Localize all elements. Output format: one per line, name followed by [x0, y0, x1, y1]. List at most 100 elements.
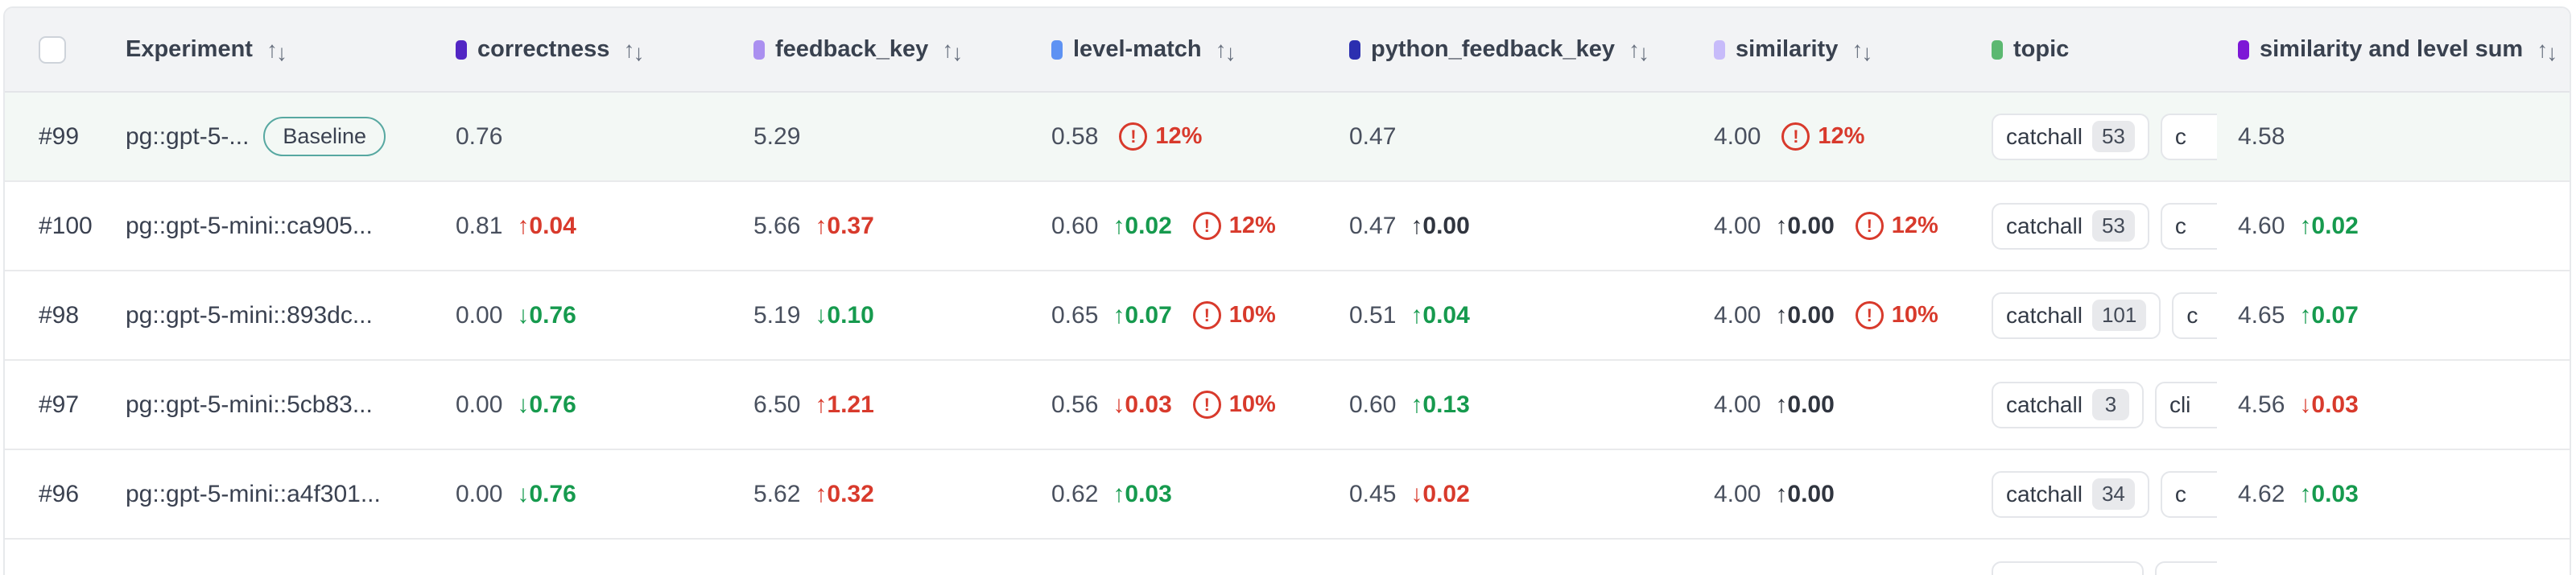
metric-python-feedback-key: 0.45 ↓0.02	[1349, 480, 1470, 507]
topic-chip: catchall 101	[1992, 292, 2161, 339]
topic-chip: c	[2172, 292, 2217, 339]
delta-value: ↑0.07	[2299, 301, 2359, 329]
topic-chip: catchall 53	[1992, 202, 2149, 250]
column-header-python-feedback-key[interactable]: python_feedback_key ↑ ↓	[1349, 36, 1714, 65]
metric-python-feedback-key: 0.60 ↑0.13	[1349, 391, 1470, 418]
metric-similarity-and-level-sum: 4.58	[2238, 122, 2285, 150]
delta-value: ↑0.00	[1775, 301, 1835, 329]
topic-chip: catchall 3	[1992, 381, 2144, 428]
warning-badge: ! 10%	[1192, 391, 1276, 419]
metric-similarity: 4.00 ! 12%	[1714, 122, 1865, 151]
baseline-badge: Baseline	[263, 117, 386, 156]
sort-icon[interactable]: ↑ ↓	[1215, 36, 1236, 65]
experiments-table: Experiment ↑ ↓ correctness ↑ ↓ feedback_ke…	[3, 6, 2571, 575]
sort-icon[interactable]: ↑ ↓	[623, 36, 645, 65]
warning-icon: !	[1781, 122, 1810, 151]
metric-python-feedback-key: 0.47	[1349, 122, 1397, 150]
metric-similarity: 4.00 ↑0.00	[1714, 480, 1835, 507]
topic-count-badge: 3	[2091, 389, 2129, 420]
column-label: topic	[2013, 36, 2070, 62]
delta-value: ↑1.21	[815, 391, 874, 418]
metric-level-match: 0.56 ↓0.03 ! 10%	[1051, 391, 1276, 419]
experiment-name[interactable]: pg::gpt-5-mini::a4f301...	[126, 480, 381, 507]
metric-python-feedback-key: 0.47 ↑0.00	[1349, 212, 1470, 239]
delta-value: ↑0.00	[1775, 480, 1835, 507]
metric-feedback-key: 5.66 ↑0.37	[753, 212, 874, 239]
metric-correctness: 0.81 ↑0.04	[456, 212, 576, 239]
delta-value: ↑0.02	[2299, 212, 2359, 239]
warning-badge: ! 12%	[1119, 122, 1202, 151]
topic-chip: catchall 53	[1992, 113, 2149, 160]
metric-similarity-and-level-sum: 4.60 ↑0.02	[2238, 212, 2359, 239]
similarity-dot-icon	[1714, 39, 1725, 60]
column-label: level-match	[1073, 36, 1202, 62]
column-header-level-match[interactable]: level-match ↑ ↓	[1051, 36, 1349, 65]
column-header-experiment[interactable]: Experiment ↑ ↓	[126, 36, 456, 63]
table-row[interactable]: catchall c	[5, 540, 2570, 575]
metric-feedback-key: 5.62 ↑0.32	[753, 480, 874, 507]
delta-value: ↑0.03	[1113, 480, 1172, 507]
table-row[interactable]: #96 pg::gpt-5-mini::a4f301... 0.00 ↓0.76…	[5, 450, 2570, 540]
warning-badge: ! 12%	[1192, 212, 1276, 240]
metric-correctness: 0.76	[456, 122, 503, 150]
table-row[interactable]: #97 pg::gpt-5-mini::5cb83... 0.00 ↓0.76 …	[5, 361, 2570, 450]
topic-chips: catchall 3 cli	[1992, 381, 2217, 428]
topic-chip: catchall 34	[1992, 470, 2149, 518]
warning-icon: !	[1192, 301, 1221, 329]
delta-value: ↑0.03	[2299, 480, 2359, 507]
metric-correctness: 0.00 ↓0.76	[456, 391, 576, 418]
delta-value: ↓0.02	[1410, 480, 1470, 507]
sort-icon[interactable]: ↑ ↓	[266, 36, 287, 64]
table-row[interactable]: #100 pg::gpt-5-mini::ca905... 0.81 ↑0.04…	[5, 182, 2570, 271]
column-label: similarity and level sum	[2260, 36, 2524, 62]
column-header-similarity[interactable]: similarity ↑ ↓	[1714, 36, 1992, 65]
column-header-similarity-and-level-sum[interactable]: similarity and level sum ↑ ↓	[2217, 36, 2570, 65]
topic-dot-icon	[1992, 39, 2003, 60]
delta-value: ↑0.04	[517, 212, 576, 239]
experiment-name[interactable]: pg::gpt-5-mini::5cb83...	[126, 391, 373, 418]
metric-similarity: 4.00 ↑0.00 ! 12%	[1714, 212, 1938, 240]
delta-value: ↓0.76	[517, 391, 576, 418]
delta-value: ↓0.10	[815, 301, 874, 329]
column-header-correctness[interactable]: correctness ↑ ↓	[456, 36, 753, 65]
warning-icon: !	[1855, 212, 1884, 240]
experiment-name[interactable]: pg::gpt-5-mini::ca905...	[126, 212, 373, 239]
column-label: python_feedback_key	[1371, 36, 1616, 62]
row-number: #100	[39, 212, 93, 239]
table-row[interactable]: #98 pg::gpt-5-mini::893dc... 0.00 ↓0.76 …	[5, 271, 2570, 361]
column-label: similarity	[1736, 36, 1839, 62]
correctness-dot-icon	[456, 39, 467, 60]
topic-chips: catchall 53 c	[1992, 113, 2217, 160]
sort-icon[interactable]: ↑ ↓	[1629, 36, 1650, 65]
select-all-checkbox[interactable]	[39, 35, 66, 64]
topic-chip: c	[2154, 561, 2217, 575]
warning-badge: ! 10%	[1855, 301, 1938, 329]
row-number: #97	[39, 391, 80, 418]
metric-correctness: 0.00 ↓0.76	[456, 301, 576, 329]
topic-count-badge: 34	[2091, 478, 2135, 510]
metric-similarity-and-level-sum: 4.56 ↓0.03	[2238, 391, 2359, 418]
topic-chip: catchall	[1992, 561, 2144, 575]
metric-feedback-key: 6.50 ↑1.21	[753, 391, 874, 418]
similarity-and-level-sum-dot-icon	[2238, 39, 2249, 60]
delta-value: ↑0.00	[1775, 212, 1835, 239]
sort-icon[interactable]: ↑ ↓	[942, 36, 964, 65]
sort-icon[interactable]: ↑ ↓	[1852, 36, 1873, 65]
experiment-name[interactable]: pg::gpt-5-mini::893dc...	[126, 301, 373, 329]
sort-icon[interactable]: ↑ ↓	[2537, 36, 2558, 65]
row-number: #99	[39, 122, 80, 150]
column-label: feedback_key	[775, 36, 929, 62]
metric-level-match: 0.65 ↑0.07 ! 10%	[1051, 301, 1276, 329]
metric-similarity-and-level-sum: 4.65 ↑0.07	[2238, 301, 2359, 329]
experiment-name[interactable]: pg::gpt-5-...	[126, 122, 250, 150]
metric-level-match: 0.58 ! 12%	[1051, 122, 1203, 151]
column-header-topic[interactable]: topic	[1992, 36, 2217, 63]
topic-count-badge: 53	[2091, 210, 2135, 242]
row-number: #96	[39, 480, 80, 507]
topic-chip: c	[2160, 470, 2217, 518]
column-header-feedback-key[interactable]: feedback_key ↑ ↓	[753, 36, 1051, 65]
warning-icon: !	[1192, 212, 1221, 240]
metric-feedback-key: 5.29	[753, 122, 801, 150]
table-row[interactable]: #99 pg::gpt-5-... Baseline 0.76 5.29 0.5…	[5, 93, 2570, 182]
delta-value: ↓0.76	[517, 480, 576, 507]
